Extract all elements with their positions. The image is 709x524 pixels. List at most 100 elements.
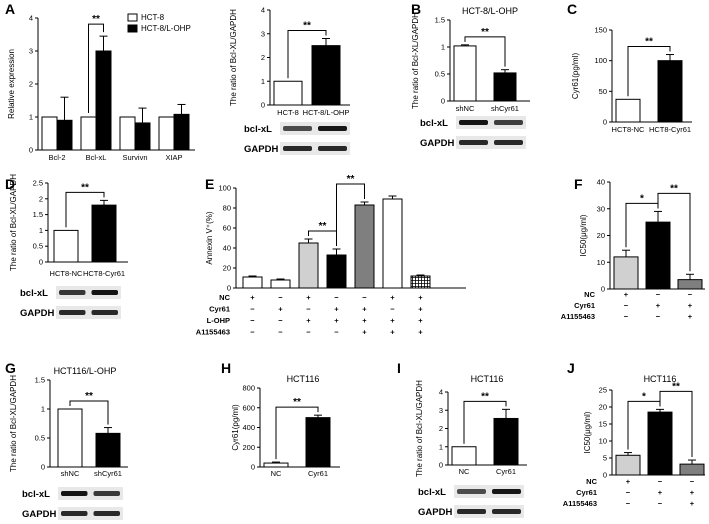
y-tick-label: 0 [261, 101, 265, 110]
x-category-label: NC [271, 469, 282, 478]
y-tick-label: 0 [601, 285, 605, 294]
y-tick-label: 0 [439, 461, 443, 470]
panel-label: B [411, 1, 421, 17]
y-tick-label: 30 [597, 204, 605, 213]
blot-band [59, 310, 86, 315]
y-tick-label: 100 [594, 56, 607, 65]
blot-strip [58, 487, 123, 500]
significance-marker: ** [293, 397, 301, 408]
y-tick-label: 1.5 [435, 16, 445, 25]
treatment-sign: − [362, 293, 367, 302]
treatment-sign: + [656, 301, 661, 310]
bar [95, 50, 112, 151]
blot-strip [456, 136, 526, 149]
legend-swatch [127, 13, 138, 22]
significance-bracket [627, 46, 671, 97]
y-axis-label: The ratio of Bcl-XL/GAPDH [9, 174, 18, 271]
panel-label: H [221, 360, 231, 376]
panel-D: D 0 0.5 1 1.5 2 2.5 The ratio of Bcl-XL/GAPDH HC… [5, 174, 128, 319]
y-tick-label: 0 [227, 284, 231, 293]
y-tick-label: 3 [439, 406, 443, 415]
treatment-sign: + [688, 312, 693, 321]
blot-label: bcl-xL [20, 288, 48, 299]
panel-title: HCT-8/L-OHP [462, 6, 518, 16]
y-tick-label: 800 [242, 384, 255, 393]
treatment-sign: − [250, 305, 255, 314]
legend-swatch [127, 24, 138, 33]
panel-title: HCT116 [471, 374, 504, 384]
treatment-sign: + [278, 305, 283, 314]
y-tick-label: 40 [223, 244, 231, 253]
treatment-sign: + [390, 328, 395, 337]
bar [615, 98, 641, 123]
treatment-sign: + [418, 293, 423, 302]
bar [645, 221, 671, 290]
y-tick-label: 100 [218, 184, 231, 193]
y-axis-label: Cyr61(pg/ml) [231, 404, 240, 451]
treatment-sign: − [658, 499, 663, 508]
significance-bracket [336, 183, 365, 246]
panel-label: G [5, 360, 16, 376]
panel-C: C 0 50 100 150 Cyr61(pg/ml) HCT8-NC HCT8-Cyr61 *… [567, 1, 692, 134]
panel-B: B HCT-8/L-OHP 0 0.5 1 1.5 The ratio of Bcl-XL/… [411, 1, 530, 149]
x-category-label: Cyr61 [496, 467, 516, 476]
bar [119, 116, 136, 151]
blot-strip [280, 122, 350, 135]
blot-band [283, 126, 312, 131]
treatment-sign: + [362, 316, 367, 325]
treatment-sign: + [362, 328, 367, 337]
x-category-label: HCT8-Cyr61 [649, 125, 691, 134]
blot-label: GAPDH [22, 509, 56, 520]
treatment-sign: + [418, 316, 423, 325]
treatment-sign: + [334, 316, 339, 325]
blot-band [91, 310, 118, 315]
blot-band [459, 140, 488, 145]
x-category-label: Bcl-xL [86, 153, 107, 162]
treatment-sign: + [390, 293, 395, 302]
y-tick-label: 4 [29, 14, 33, 23]
bar [298, 242, 319, 289]
bar [95, 432, 121, 468]
treatment-sign: − [656, 312, 661, 321]
blot-band [61, 511, 88, 516]
bar [679, 463, 705, 476]
treatment-sign: + [624, 290, 629, 299]
blot-band [283, 146, 312, 151]
bar [158, 116, 175, 151]
panel-I: I HCT116 0 1 2 3 4 The ratio of Bcl-XL/GAPDH NC C… [397, 360, 527, 518]
blot-band [459, 120, 488, 125]
legend-label: HCT-8/L-OHP [141, 24, 191, 33]
bar [382, 198, 403, 289]
bar [613, 256, 639, 290]
blot-label: GAPDH [418, 507, 452, 518]
treatment-sign: − [626, 499, 631, 508]
significance-marker: ** [81, 182, 89, 193]
significance-marker: ** [481, 27, 489, 38]
bar [615, 454, 641, 476]
treatment-sign: + [418, 328, 423, 337]
significance-marker: ** [481, 391, 489, 402]
bar [647, 411, 673, 476]
y-axis-label: The ratio of Bcl-XL/GAPDH [415, 380, 424, 477]
treatment-sign: + [334, 305, 339, 314]
panel-label: D [5, 176, 15, 192]
y-tick-label: 2 [261, 53, 265, 62]
blot-band [457, 489, 486, 494]
y-tick-label: 3 [261, 29, 265, 38]
treatment-label: NC [586, 477, 597, 486]
panel-label: E [205, 176, 214, 192]
significance-bracket [88, 23, 104, 113]
y-tick-label: 1.5 [33, 210, 43, 219]
treatment-sign: − [690, 477, 695, 486]
y-tick-label: 1 [39, 226, 43, 235]
treatment-label: A1155463 [563, 499, 597, 508]
panel-H: H HCT116 0 200 400 600 800 Cyr61(pg/ml) NC Cyr61 *… [221, 360, 340, 478]
treatment-sign: − [658, 477, 663, 486]
x-category-label: HCT8-NC [50, 269, 83, 278]
treatment-sign: − [334, 293, 339, 302]
significance-marker: ** [85, 391, 93, 402]
significance-marker: ** [303, 21, 311, 32]
treatment-sign: − [688, 290, 693, 299]
significance-bracket [69, 400, 109, 425]
